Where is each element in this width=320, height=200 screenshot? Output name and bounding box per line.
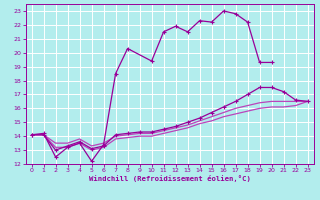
X-axis label: Windchill (Refroidissement éolien,°C): Windchill (Refroidissement éolien,°C) [89, 175, 251, 182]
